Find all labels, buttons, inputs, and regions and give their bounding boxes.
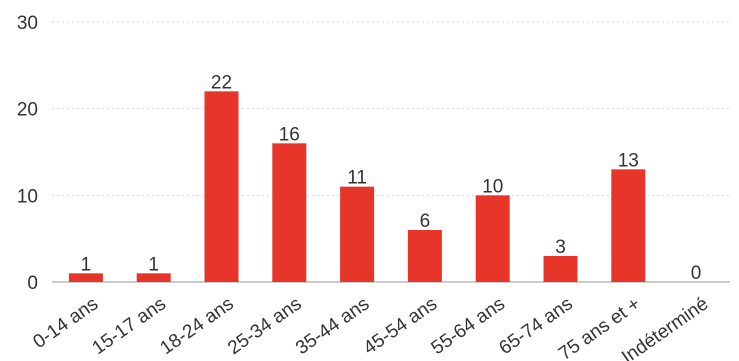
- data-label: 1: [81, 254, 92, 275]
- bar: [407, 230, 442, 282]
- bar: [68, 273, 103, 282]
- bar: [543, 256, 578, 282]
- bar: [475, 195, 510, 282]
- data-label: 13: [618, 150, 639, 171]
- y-tick-label: 0: [27, 273, 38, 294]
- data-label: 6: [420, 211, 431, 232]
- bar: [611, 169, 646, 282]
- y-axis: 0 10 20 30: [17, 13, 38, 294]
- data-label: 3: [555, 237, 566, 258]
- data-label: 1: [148, 254, 159, 275]
- data-label: 11: [347, 168, 367, 189]
- bar: [204, 91, 239, 282]
- y-tick-label: 20: [17, 100, 38, 121]
- x-tick-label: 55-64 ans: [428, 293, 509, 359]
- data-label: 10: [482, 176, 503, 197]
- x-tick-label: 25-34 ans: [224, 293, 305, 359]
- x-tick-label: 45-54 ans: [360, 293, 441, 359]
- data-label: 16: [279, 124, 300, 145]
- data-label: 22: [211, 72, 232, 93]
- y-tick-label: 30: [17, 13, 38, 34]
- bar: [340, 186, 375, 282]
- bars: [68, 91, 646, 282]
- x-tick-label: 18-24 ans: [156, 293, 237, 359]
- bar: [272, 143, 307, 282]
- x-tick-label: 15-17 ans: [89, 293, 170, 359]
- x-tick-label: 35-44 ans: [292, 293, 373, 359]
- y-tick-label: 10: [17, 186, 38, 207]
- bar: [136, 273, 171, 282]
- data-label: 0: [691, 263, 702, 284]
